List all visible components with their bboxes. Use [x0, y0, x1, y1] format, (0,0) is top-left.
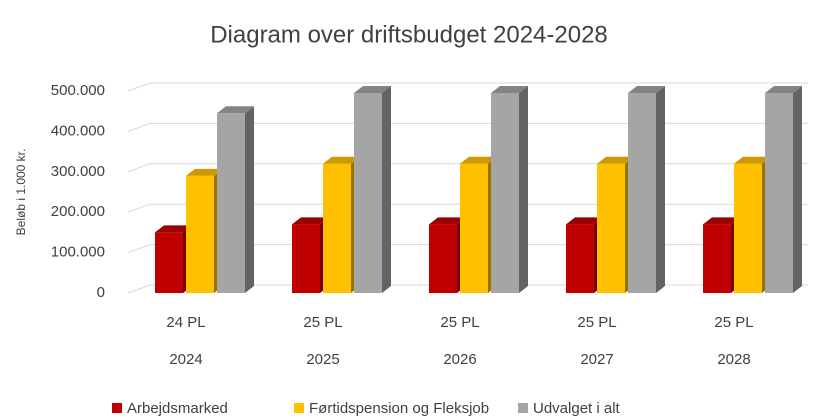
- bar: [460, 163, 488, 293]
- bar: [186, 175, 214, 293]
- grid-line: [127, 82, 808, 92]
- grid-line: [127, 122, 808, 132]
- bar-top: [354, 86, 391, 94]
- grid-line: [127, 163, 808, 173]
- bar-top: [155, 225, 192, 233]
- bar: [734, 163, 762, 293]
- bar-side: [382, 86, 391, 294]
- bar-top: [429, 217, 466, 225]
- bar: [323, 163, 351, 293]
- legend-label: Førtidspension og Fleksjob: [309, 400, 489, 417]
- legend-label: Udvalget i alt: [533, 400, 621, 417]
- bar-top: [217, 106, 254, 114]
- bar-top: [765, 86, 802, 94]
- bar-side: [656, 86, 665, 294]
- bar-top: [460, 156, 497, 164]
- bar-top: [292, 217, 329, 225]
- bar-side: [519, 86, 528, 294]
- bar-top: [628, 86, 665, 94]
- x-tick-label: 2025: [306, 351, 339, 368]
- y-tick-label: 400.000: [51, 122, 105, 139]
- bar: [292, 224, 320, 293]
- y-tick-label: 0: [97, 284, 105, 301]
- bar: [597, 163, 625, 293]
- x-tick-label: 25 PL: [714, 314, 753, 331]
- grid-line: [127, 203, 808, 213]
- y-tick-label: 300.000: [51, 163, 105, 180]
- x-tick-label: 2026: [443, 351, 476, 368]
- bar-top: [491, 86, 528, 94]
- chart-title: Diagram over driftsbudget 2024-2028: [210, 21, 608, 48]
- bar: [429, 224, 457, 293]
- bar-side: [245, 106, 254, 293]
- bar-top: [703, 217, 740, 225]
- x-tick-label: 24 PL: [166, 314, 205, 331]
- bar-top: [597, 156, 634, 164]
- x-tick-label: 2024: [169, 351, 202, 368]
- x-tick-label: 25 PL: [440, 314, 479, 331]
- y-tick-label: 200.000: [51, 203, 105, 220]
- legend-swatch: [112, 403, 122, 413]
- x-tick-label: 25 PL: [577, 314, 616, 331]
- bar-top: [566, 217, 603, 225]
- legend-swatch: [518, 403, 528, 413]
- y-tick-label: 100.000: [51, 244, 105, 261]
- legend-label: Arbejdsmarked: [127, 400, 228, 417]
- bar: [765, 93, 793, 294]
- bar-top: [186, 168, 223, 176]
- legend-swatch: [294, 403, 304, 413]
- bar: [491, 93, 519, 294]
- bar-top: [734, 156, 771, 164]
- bar-side: [793, 86, 802, 294]
- y-tick-label: 500.000: [51, 82, 105, 99]
- bar: [354, 93, 382, 294]
- bar: [217, 113, 245, 293]
- x-tick-label: 2027: [580, 351, 613, 368]
- x-tick-label: 2028: [717, 351, 750, 368]
- y-axis-label: Beløb i 1.000 kr.: [14, 149, 28, 236]
- bar: [155, 232, 183, 293]
- x-tick-label: 25 PL: [303, 314, 342, 331]
- bar: [566, 224, 594, 293]
- bar-top: [323, 156, 360, 164]
- bar: [628, 93, 656, 294]
- bar: [703, 224, 731, 293]
